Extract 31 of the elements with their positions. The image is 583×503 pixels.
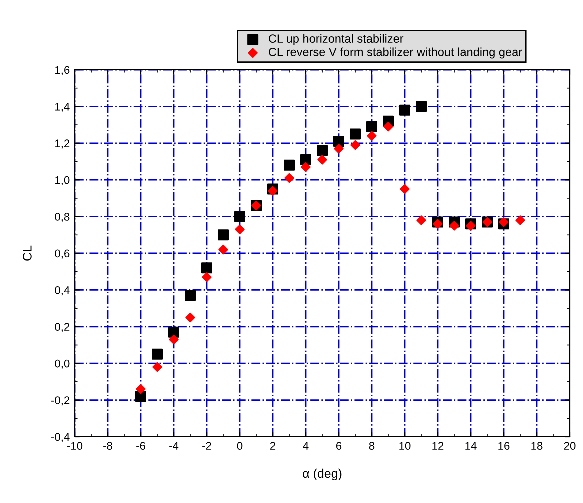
y-tick-label: 0,0 bbox=[55, 360, 70, 370]
x-axis-title: α (deg) bbox=[303, 468, 342, 481]
y-tick-label: 0,8 bbox=[55, 213, 70, 222]
x-tick-label: -6 bbox=[136, 442, 146, 450]
x-tick-label: 12 bbox=[432, 442, 444, 450]
y-tick-label: -0,2 bbox=[51, 396, 70, 406]
y-axis-title: CL bbox=[23, 246, 32, 261]
x-tick-label: 10 bbox=[400, 442, 411, 450]
x-tick-label: -4 bbox=[170, 442, 179, 450]
x-tick-label: 4 bbox=[303, 442, 309, 450]
x-tick-label: 18 bbox=[532, 442, 543, 450]
legend-label: CL up horizontal stabilizer bbox=[269, 34, 404, 46]
x-tick-label: 6 bbox=[336, 442, 342, 450]
x-tick-label: 16 bbox=[498, 442, 510, 450]
legend-label: CL reverse V form stabilizer without landing gear bbox=[269, 48, 522, 59]
y-tick-label: 1,4 bbox=[56, 103, 70, 112]
y-tick-label: 1,6 bbox=[56, 66, 70, 76]
x-tick-label: 8 bbox=[369, 442, 375, 450]
x-tick-label: 20 bbox=[564, 442, 576, 450]
y-tick-label: 0,2 bbox=[55, 323, 70, 332]
y-tick-label: 1,2 bbox=[56, 140, 70, 149]
x-tick-label: -8 bbox=[104, 442, 112, 450]
x-tick-label: 0 bbox=[237, 442, 243, 450]
x-tick-label: 2 bbox=[270, 442, 276, 450]
x-tick-label: -10 bbox=[67, 442, 83, 450]
y-tick-label: -0,4 bbox=[51, 433, 70, 442]
y-tick-label: 0,6 bbox=[55, 250, 70, 259]
y-tick-label: 1,0 bbox=[56, 176, 70, 186]
x-tick-label: 14 bbox=[466, 442, 477, 450]
x-tick-label: -2 bbox=[202, 442, 212, 450]
y-tick-label: 0,4 bbox=[55, 286, 70, 296]
